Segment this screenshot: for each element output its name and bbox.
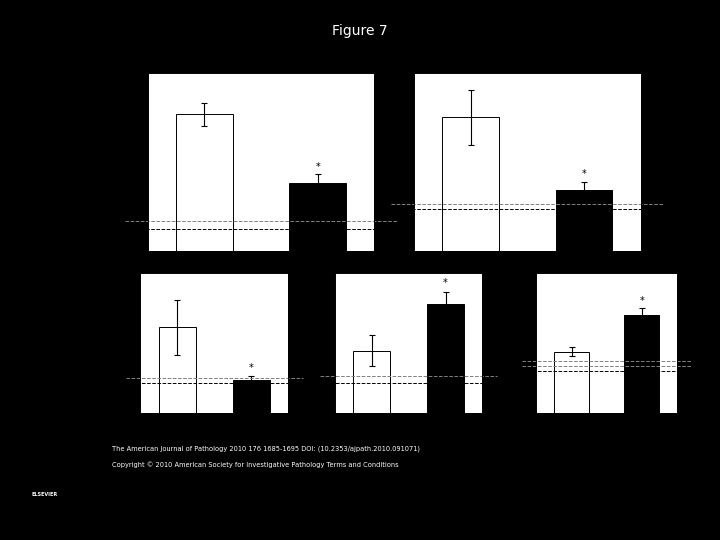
- Bar: [427, 304, 464, 413]
- Text: *: *: [639, 296, 644, 306]
- Bar: [442, 117, 499, 251]
- Y-axis label: IL-1b (pg/ml): IL-1b (pg/ml): [385, 135, 395, 189]
- Bar: [556, 190, 613, 251]
- Text: D: D: [294, 264, 302, 274]
- Bar: [554, 352, 589, 413]
- Text: Copyright © 2010 American Society for Investigative Pathology Terms and Conditio: Copyright © 2010 American Society for In…: [112, 462, 398, 468]
- Bar: [159, 327, 196, 413]
- Bar: [289, 183, 346, 251]
- Text: A: A: [84, 62, 93, 72]
- Y-axis label: KC (pg/ml): KC (pg/ml): [301, 321, 310, 365]
- Text: *: *: [582, 168, 587, 179]
- Text: ELSEVIER: ELSEVIER: [32, 492, 58, 497]
- Text: *: *: [248, 363, 253, 373]
- Text: C: C: [99, 264, 107, 274]
- Text: *: *: [315, 163, 320, 172]
- Bar: [233, 380, 269, 413]
- Text: Figure 7: Figure 7: [332, 24, 388, 38]
- Bar: [176, 114, 233, 251]
- Text: E: E: [497, 264, 505, 274]
- Y-axis label: IL-1a (pg/ml): IL-1a (pg/ml): [114, 135, 122, 189]
- Text: *: *: [443, 278, 448, 288]
- Y-axis label: VEGF(pg/ml): VEGF(pg/ml): [503, 316, 511, 369]
- Text: The American Journal of Pathology 2010 176 1685-1695 DOI: (10.2353/ajpath.2010.0: The American Journal of Pathology 2010 1…: [112, 446, 420, 452]
- Bar: [354, 350, 390, 413]
- Text: B: B: [351, 62, 359, 72]
- Y-axis label: G-CSF (pg/ml): G-CSF (pg/ml): [102, 314, 110, 372]
- Bar: [624, 315, 660, 413]
